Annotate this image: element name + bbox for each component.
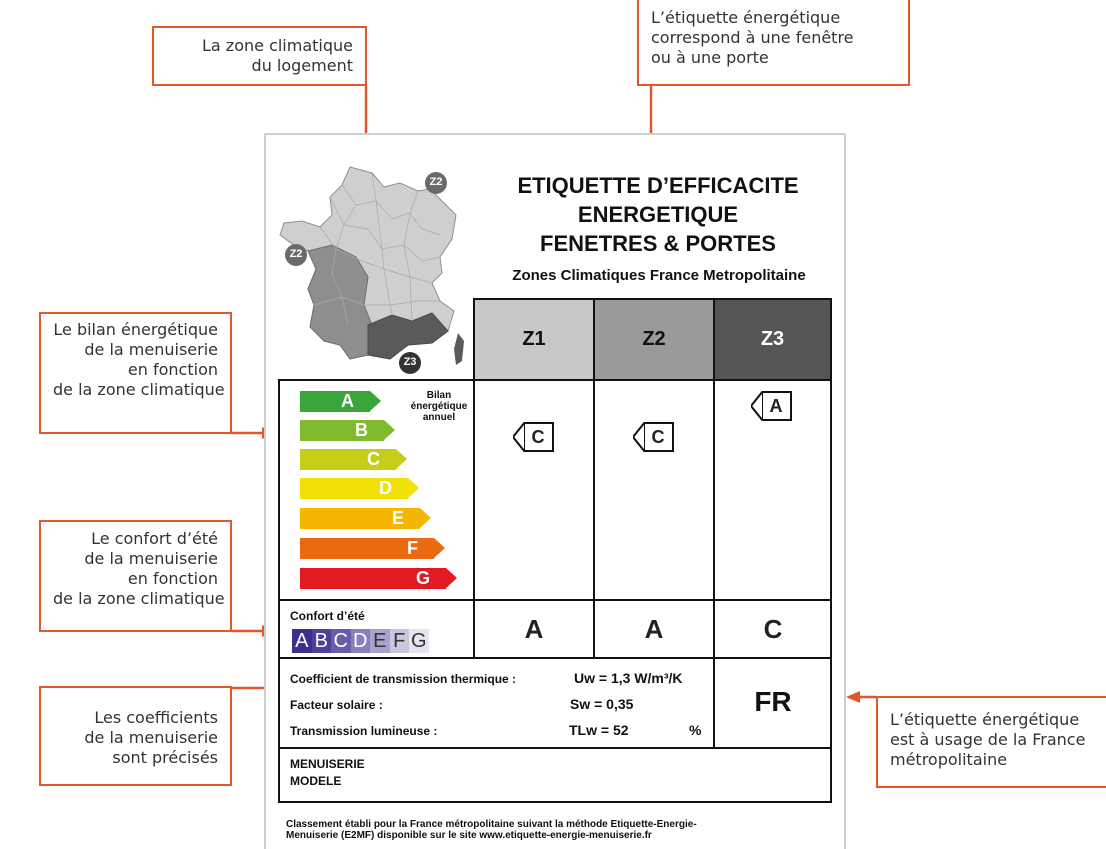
zone-header-z3: Z3	[713, 298, 832, 381]
callout-summer-comfort: Le confort d’été de la menuiserie en fon…	[39, 520, 232, 632]
energy-bar-d: D	[300, 478, 419, 499]
energy-bar-g: G	[300, 568, 457, 589]
country-code: FR	[754, 686, 792, 717]
tl-label: Transmission lumineuse :	[290, 724, 438, 738]
confort-rating-z2: A	[644, 614, 664, 644]
sw-label: Facteur solaire :	[290, 698, 383, 712]
energy-label: Z2 Z2 Z3 ETIQUETTE D’EFFICACITE ENERGETI…	[264, 133, 846, 849]
map-badge-z2-north: Z2	[429, 176, 443, 188]
uw-value: Uw = 1,3 W/m³/K	[574, 670, 683, 686]
bilan-rating-z2: C	[633, 422, 674, 452]
confort-rating-z3: C	[763, 614, 783, 644]
footnote: Classement établi pour la France métropo…	[286, 819, 697, 841]
energy-bar-c: C	[300, 449, 407, 470]
confort-rating-z1: A	[524, 614, 544, 644]
energy-bar-f: F	[300, 538, 445, 559]
map-zone-badges	[285, 172, 447, 374]
confort-label: Confort d’été	[290, 609, 365, 623]
callout-label-type: L’étiquette énergétique correspond à une…	[637, 0, 910, 86]
callout-climate-zone: La zone climatique du logement	[152, 26, 367, 86]
menuiserie-box	[278, 747, 832, 803]
energy-bar-e: E	[300, 508, 431, 529]
tl-unit: %	[689, 722, 702, 738]
sw-value: Sw = 0,35	[570, 696, 634, 712]
france-map-icon	[279, 166, 464, 374]
bilan-rating-z3: A	[751, 391, 792, 421]
tl-value: TLw = 52	[569, 722, 629, 738]
label-title: ETIQUETTE D’EFFICACITE ENERGETIQUE FENET…	[517, 173, 799, 256]
map-badge-z2-west: Z2	[289, 248, 303, 260]
map-badge-z3: Z3	[403, 356, 417, 368]
bilan-label: Bilan énergétique annuel	[410, 390, 468, 423]
callout-energy-balance: Le bilan énergétique de la menuiserie en…	[39, 312, 232, 434]
energy-bar-b: B	[300, 420, 395, 441]
uw-label: Coefficient de transmission thermique :	[290, 672, 517, 686]
zone-header-z1: Z1	[473, 298, 595, 381]
label-subtitle: Zones Climatiques France Metropolitaine	[512, 267, 806, 284]
zone-header-z2: Z2	[593, 298, 715, 381]
energy-bar-a: A	[300, 391, 381, 412]
callout-france-usage: L’étiquette énergétique est à usage de l…	[876, 696, 1106, 788]
modele-label: MODELE	[290, 774, 342, 788]
bilan-rating-z1: C	[513, 422, 554, 452]
callout-coefficients: Les coefficients de la menuiserie sont p…	[39, 686, 232, 786]
menuiserie-label: MENUISERIE	[290, 757, 365, 771]
confort-scale: A B C D E F G	[292, 629, 429, 653]
